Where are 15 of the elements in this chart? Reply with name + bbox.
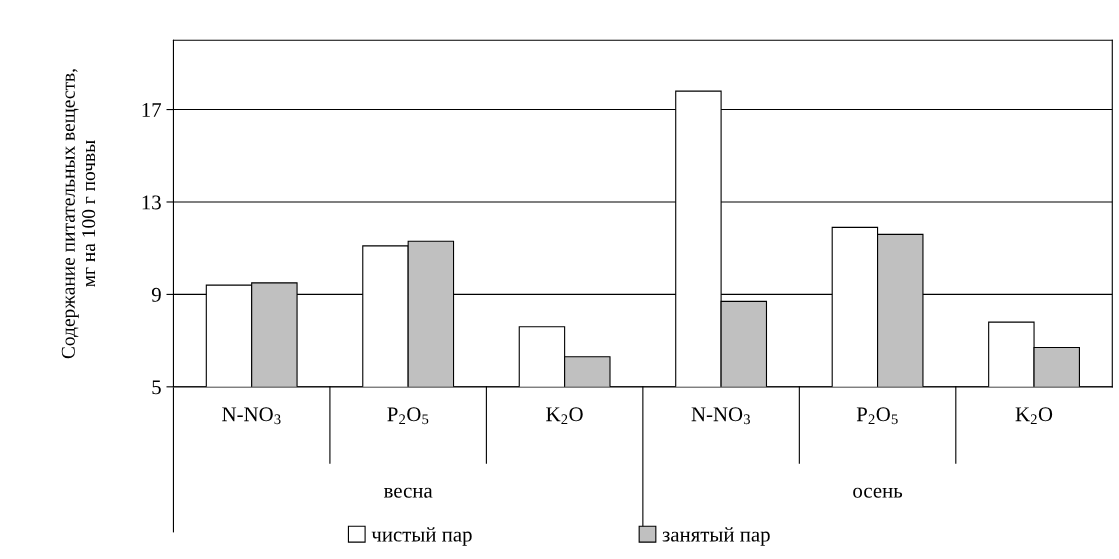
y-tick-label: 5 <box>152 380 161 395</box>
x-tick-label: P$_{2}$O$_{5}$ <box>856 407 898 425</box>
legend-label: чистый пар <box>371 527 472 546</box>
x-tick-label: K$_{2}$O <box>546 407 583 424</box>
text: весна <box>383 487 433 498</box>
y-tick-label: 9 <box>151 287 161 302</box>
y-tick-label: 17 <box>142 103 162 117</box>
x-tick-label: N-NO$_{3}$ <box>691 407 750 425</box>
x-tick-label: N-NO$_{3}$ <box>222 407 281 425</box>
x-tick-label: K$_{2}$O <box>1015 407 1053 424</box>
legend-label: занятый пар <box>662 527 770 546</box>
x-tick-label: P$_{2}$O$_{5}$ <box>387 407 429 425</box>
y-tick-label: 13 <box>142 195 161 210</box>
text: осень <box>853 487 903 498</box>
y-axis-title: Содержание питательных веществ, мг на 100 г почвы <box>61 69 96 359</box>
